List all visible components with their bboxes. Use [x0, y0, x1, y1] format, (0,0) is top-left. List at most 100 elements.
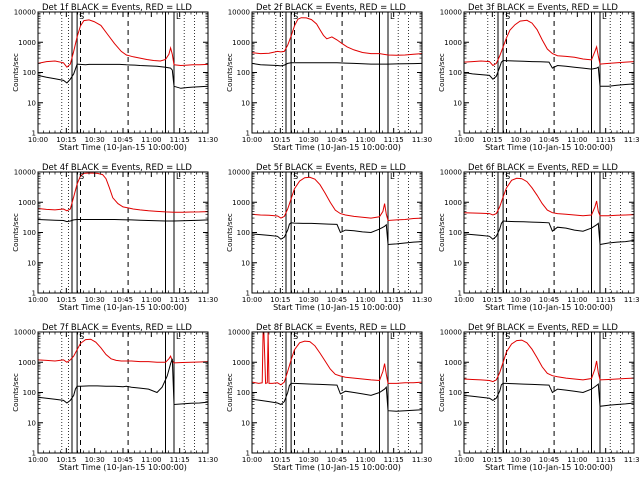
- y-tick-label: 1000: [18, 199, 36, 207]
- y-tick-label: 10: [453, 419, 462, 427]
- annotation-s: S: [293, 12, 298, 21]
- panel-title: Det 9f BLACK = Events, RED = LLD: [468, 323, 618, 333]
- x-tick-label: 10:15: [56, 136, 76, 144]
- annotation-s: S: [505, 332, 510, 341]
- y-tick-label: 10: [241, 419, 250, 427]
- series-lld-line: [251, 331, 423, 386]
- series-lld-line: [251, 17, 423, 56]
- annotation-s: S: [505, 12, 510, 21]
- annotation-s: S: [293, 332, 298, 341]
- annotation-l: L: [390, 12, 395, 21]
- x-tick-label: 11:00: [355, 296, 375, 304]
- y-tick-label: 10000: [14, 329, 36, 337]
- series-events-line: [37, 219, 209, 223]
- y-tick-label: 10: [27, 99, 36, 107]
- x-tick-label: 10:15: [270, 296, 290, 304]
- y-tick-label: 10000: [14, 169, 36, 177]
- annotation-s: S: [293, 172, 298, 181]
- series-events-line: [37, 63, 209, 89]
- x-axis-label: Start Time (10-Jan-15 10:00:00): [485, 463, 613, 472]
- x-tick-label: 10:30: [511, 296, 531, 304]
- y-tick-label: 1000: [18, 39, 36, 47]
- x-tick-label: 11:15: [384, 456, 404, 464]
- y-tick-label: 10000: [14, 9, 36, 17]
- series-lld-line: [463, 19, 635, 67]
- y-axis-label: Counts/sec: [12, 53, 20, 92]
- y-tick-label: 1000: [444, 359, 462, 367]
- y-tick-label: 1: [458, 130, 462, 138]
- series-events-line: [463, 59, 635, 87]
- series-events-line: [37, 358, 209, 406]
- x-tick-label: 10:00: [454, 296, 474, 304]
- x-tick-label: 10:15: [482, 136, 502, 144]
- y-tick-label: 1: [458, 290, 462, 298]
- y-tick-label: 1: [32, 450, 36, 458]
- x-tick-label: 10:00: [454, 456, 474, 464]
- y-axis-label: Counts/sec: [226, 373, 234, 412]
- series-lld-line: [463, 339, 635, 383]
- x-tick-label: 10:30: [299, 296, 319, 304]
- x-tick-label: 10:30: [299, 456, 319, 464]
- annotation-l: L: [390, 172, 395, 181]
- x-tick-label: 11:00: [355, 456, 375, 464]
- y-tick-label: 10000: [440, 169, 462, 177]
- x-axis-label: Start Time (10-Jan-15 10:00:00): [59, 463, 187, 472]
- x-tick-label: 11:15: [170, 296, 190, 304]
- y-tick-label: 1000: [232, 359, 250, 367]
- panel-title: Det 2f BLACK = Events, RED = LLD: [256, 3, 406, 13]
- x-tick-label: 10:30: [85, 136, 105, 144]
- x-tick-label: 11:15: [596, 136, 616, 144]
- x-tick-label: 10:30: [85, 456, 105, 464]
- x-tick-label: 10:15: [270, 456, 290, 464]
- x-tick-label: 10:00: [454, 136, 474, 144]
- y-tick-label: 10000: [440, 9, 462, 17]
- annotation-l: L: [602, 332, 607, 341]
- y-tick-label: 10: [453, 99, 462, 107]
- y-tick-label: 10000: [228, 329, 250, 337]
- y-tick-label: 10: [241, 259, 250, 267]
- x-tick-label: 11:15: [596, 456, 616, 464]
- y-tick-label: 100: [23, 229, 36, 237]
- y-tick-label: 1: [32, 130, 36, 138]
- y-axis-label: Counts/sec: [226, 213, 234, 252]
- x-tick-label: 10:30: [511, 136, 531, 144]
- annotation-s: S: [79, 172, 84, 181]
- annotation-l: L: [176, 332, 181, 341]
- y-tick-label: 10: [241, 99, 250, 107]
- x-tick-label: 10:45: [113, 456, 133, 464]
- x-tick-label: 11:15: [170, 136, 190, 144]
- panel-title: Det 8f BLACK = Events, RED = LLD: [256, 323, 406, 333]
- panel-title: Det 5f BLACK = Events, RED = LLD: [256, 163, 406, 173]
- annotation-l: L: [176, 172, 181, 181]
- x-axis-label: Start Time (10-Jan-15 10:00:00): [273, 303, 401, 312]
- y-tick-label: 1000: [444, 199, 462, 207]
- x-tick-label: 11:00: [355, 136, 375, 144]
- annotation-l: L: [602, 172, 607, 181]
- y-tick-label: 100: [449, 69, 462, 77]
- y-axis-label: Counts/sec: [12, 213, 20, 252]
- x-tick-label: 10:00: [28, 296, 48, 304]
- x-tick-label: 10:45: [327, 296, 347, 304]
- x-tick-label: 11:30: [412, 296, 432, 304]
- panel-4: 1 10 100 1000 10000 10:00 10:15 10:30 10:45 11:00…: [12, 163, 218, 312]
- series-events-line: [251, 222, 423, 246]
- x-tick-label: 10:45: [327, 136, 347, 144]
- x-tick-label: 11:00: [567, 296, 587, 304]
- x-tick-label: 10:45: [113, 136, 133, 144]
- y-tick-label: 1: [32, 290, 36, 298]
- panel-9: 1 10 100 1000 10000 10:00 10:15 10:30 10:45 11:00…: [438, 323, 640, 472]
- panel-3: 1 10 100 1000 10000 10:00 10:15 10:30 10:45 11:00…: [438, 3, 640, 152]
- panel-1: 1 10 100 1000 10000 10:00 10:15 10:30 10:45 11:00…: [12, 3, 218, 152]
- panel-title: Det 6f BLACK = Events, RED = LLD: [468, 163, 618, 173]
- series-events-line: [463, 220, 635, 246]
- y-tick-label: 100: [449, 229, 462, 237]
- x-tick-label: 10:00: [28, 136, 48, 144]
- x-tick-label: 10:30: [85, 296, 105, 304]
- y-tick-label: 1000: [232, 199, 250, 207]
- x-tick-label: 10:15: [56, 456, 76, 464]
- y-tick-label: 1000: [444, 39, 462, 47]
- y-axis-label: Counts/sec: [12, 373, 20, 412]
- x-tick-label: 11:00: [567, 136, 587, 144]
- x-tick-label: 11:30: [624, 136, 640, 144]
